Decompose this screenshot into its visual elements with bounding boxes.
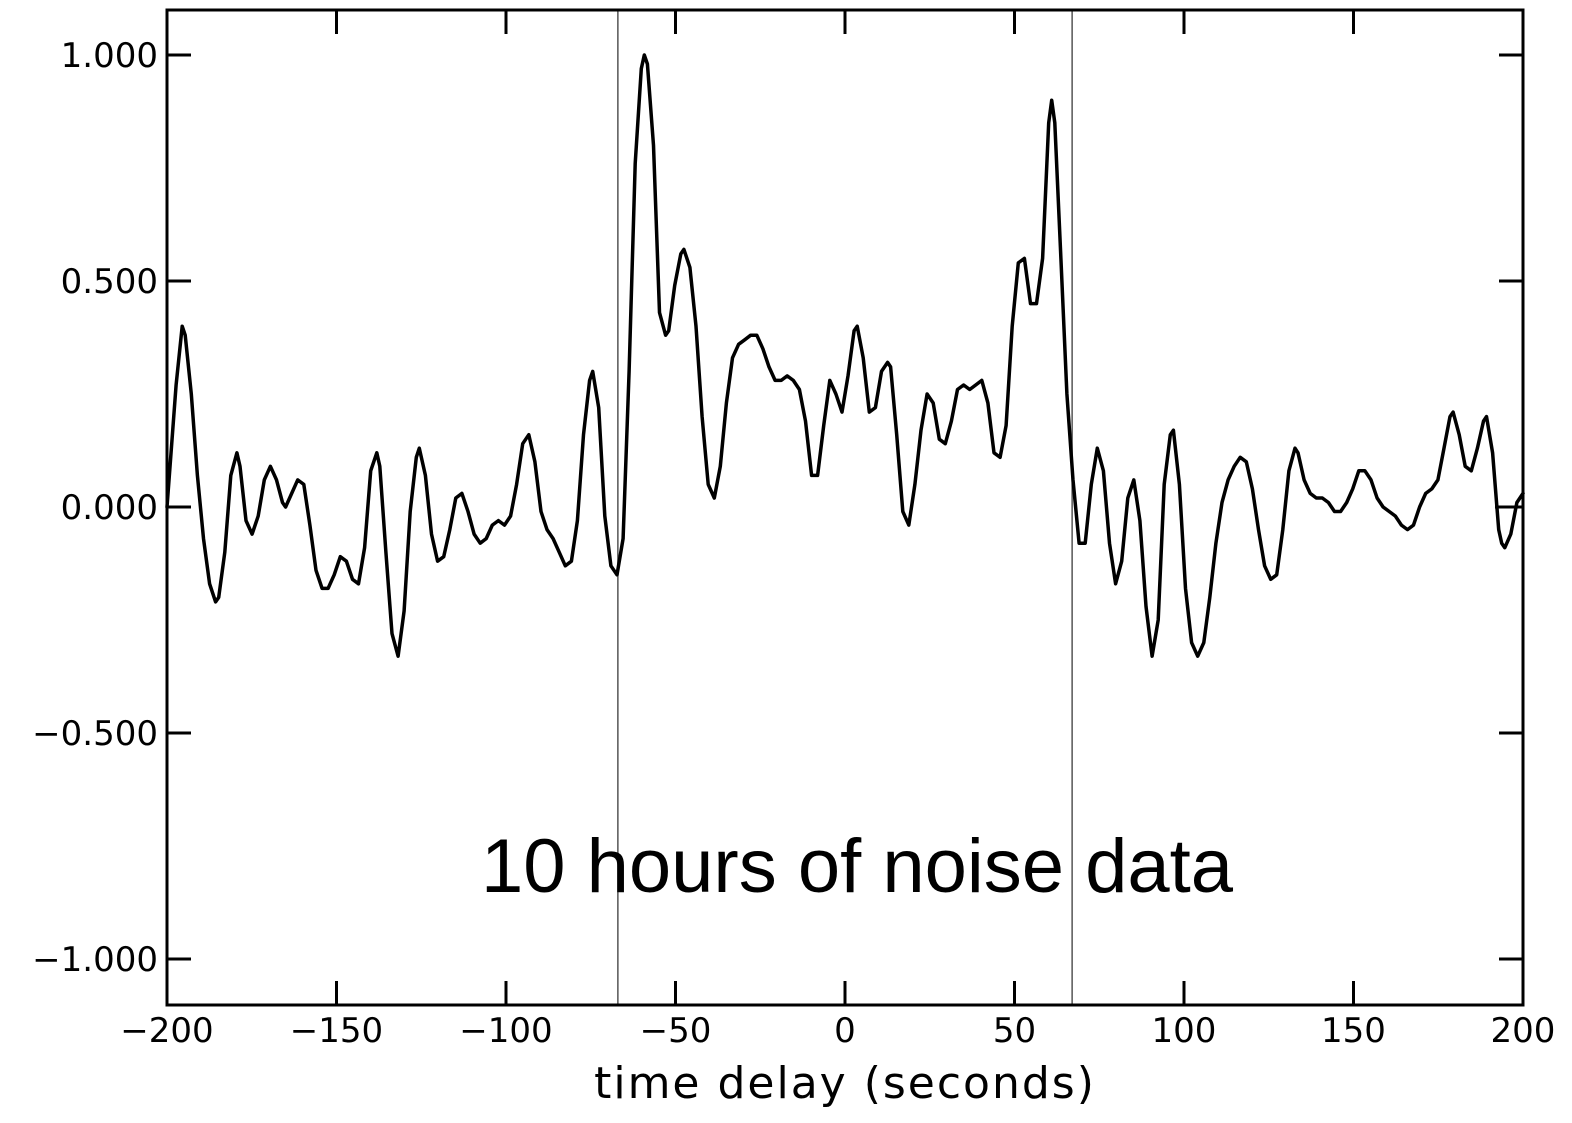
x-tick-label-4: 0 (834, 1011, 856, 1051)
x-tick-label-5: 50 (993, 1011, 1036, 1051)
x-tick-label-2: −100 (459, 1011, 552, 1051)
plot-frame (165, 8, 1525, 1007)
x-axis-label: time delay (seconds) (594, 1058, 1096, 1109)
y-tick-label-4: −1.000 (32, 940, 158, 980)
y-tick-label-2: 0.000 (61, 488, 158, 528)
series-line-0 (165, 53, 1525, 658)
x-tick-label-7: 150 (1321, 1011, 1386, 1051)
x-tick-label-8: 200 (1491, 1011, 1556, 1051)
x-tick-label-3: −50 (640, 1011, 712, 1051)
chart-annotation: 10 hours of noise data (481, 824, 1234, 909)
x-tick-label-6: 100 (1152, 1011, 1217, 1051)
y-tick-label-1: 0.500 (61, 262, 158, 302)
y-tick-labels: 1.000 0.500 0.000 −0.500 −1.000 (32, 36, 158, 980)
y-tick-label-3: −0.500 (32, 714, 158, 754)
reference-lines (617, 10, 1073, 1005)
x-tick-label-0: −200 (120, 1011, 213, 1051)
y-tick-label-0: 1.000 (61, 36, 158, 76)
series-layer (165, 53, 1525, 658)
x-tick-label-1: −150 (290, 1011, 383, 1051)
axis-ticks (165, 10, 1525, 1005)
x-tick-labels: −200 −150 −100 −50 0 50 100 150 200 (120, 1011, 1555, 1051)
